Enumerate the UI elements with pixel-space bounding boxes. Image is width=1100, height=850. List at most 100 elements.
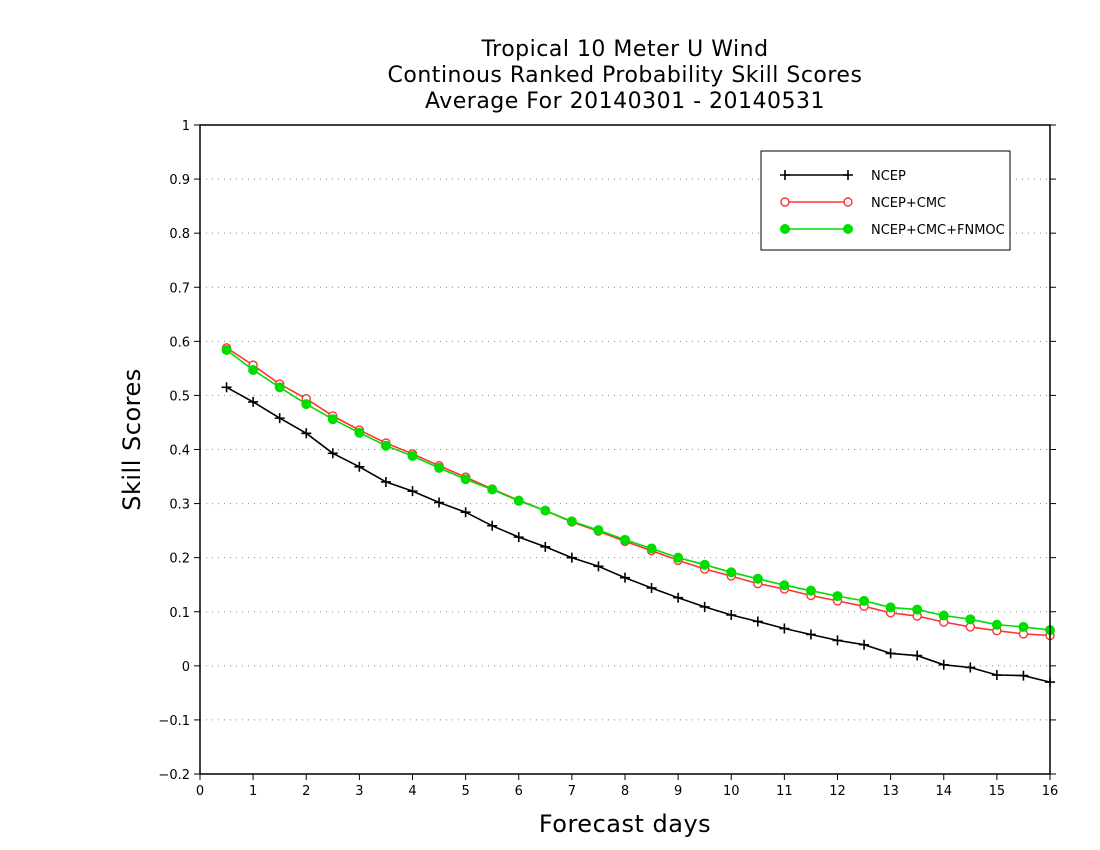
series-line-ncep-cmc-fnmoc — [226, 349, 1051, 631]
y-tick-label: 0.5 — [169, 389, 190, 404]
y-tick-label: 0.4 — [169, 444, 190, 459]
y-tick-label: −0.1 — [158, 714, 190, 729]
data-point-ncep — [620, 572, 630, 583]
x-tick-label: 10 — [723, 784, 740, 799]
data-point-ncep — [673, 592, 684, 603]
data-point-ncep-cmc-fnmoc — [513, 495, 524, 506]
legend-marker — [780, 224, 790, 234]
y-tick-label: 0.1 — [169, 606, 190, 621]
data-point-ncep — [248, 396, 259, 407]
data-point-ncep — [327, 448, 338, 459]
data-point-ncep — [460, 507, 471, 518]
legend-box — [760, 150, 1011, 251]
legend-entry-ncep-cmc-fnmoc: NCEP+CMC+FNMOC — [780, 223, 1005, 238]
data-point-ncep — [354, 461, 365, 472]
data-point-ncep-cmc-fnmoc — [540, 505, 551, 516]
x-tick-label: 12 — [829, 784, 846, 799]
data-point-ncep — [965, 662, 976, 673]
y-tick-label: 0.6 — [169, 335, 190, 350]
data-point-ncep — [487, 520, 498, 531]
data-point-ncep-cmc-fnmoc — [779, 580, 790, 591]
data-point-ncep — [513, 532, 524, 543]
x-tick-label: 8 — [621, 784, 629, 799]
data-point-ncep — [380, 476, 391, 487]
y-tick-label: 0.9 — [169, 173, 190, 188]
data-point-ncep — [859, 639, 870, 650]
data-point-ncep-cmc-fnmoc — [965, 614, 976, 625]
legend-marker — [843, 197, 853, 207]
legend-marker — [780, 197, 790, 207]
x-tick-label: 6 — [515, 784, 523, 799]
data-point-ncep-cmc-fnmoc — [354, 427, 365, 438]
chart-title-line-1: Tropical 10 Meter U Wind — [481, 37, 769, 62]
x-tick-label: 16 — [1042, 784, 1059, 799]
data-point-ncep-cmc-fnmoc — [805, 585, 816, 596]
legend-label-ncep: NCEP — [871, 169, 906, 184]
y-tick-label: 0 — [182, 660, 190, 675]
x-tick-label: 5 — [461, 784, 469, 799]
data-point-ncep-cmc-fnmoc — [274, 382, 285, 393]
legend: NCEP NCEP+CMC NCEP+CMC+FNMOC — [760, 150, 1011, 251]
data-point-ncep — [434, 497, 445, 508]
data-point-ncep — [274, 413, 285, 424]
data-point-ncep-cmc-fnmoc — [1018, 621, 1029, 632]
data-point-ncep-cmc-fnmoc — [726, 567, 737, 578]
data-point-ncep — [540, 541, 551, 552]
y-tick-label: 0.2 — [169, 552, 190, 567]
data-point-ncep-cmc-fnmoc — [885, 602, 896, 613]
x-tick-label: 15 — [989, 784, 1006, 799]
x-tick-label: 2 — [302, 784, 310, 799]
x-tick-label: 11 — [776, 784, 793, 799]
data-point-ncep-cmc-fnmoc — [460, 474, 471, 485]
series-ncep-cmc — [221, 343, 1055, 641]
y-tick-label: −0.2 — [158, 768, 190, 783]
legend-marker — [780, 170, 790, 180]
x-tick-label: 3 — [355, 784, 363, 799]
data-point-ncep-cmc-fnmoc — [301, 399, 312, 410]
x-tick-label: 14 — [935, 784, 952, 799]
data-point-ncep-cmc-fnmoc — [859, 595, 870, 606]
data-point-ncep — [726, 609, 737, 620]
data-point-ncep — [991, 670, 1002, 681]
data-point-ncep-cmc-fnmoc — [487, 484, 498, 495]
data-point-ncep-cmc-fnmoc — [593, 525, 604, 536]
data-point-ncep — [566, 552, 577, 563]
y-tick-label: 0.7 — [169, 281, 190, 296]
data-point-ncep-cmc-fnmoc — [620, 534, 630, 545]
x-tick-label: 13 — [882, 784, 899, 799]
data-point-ncep-cmc-fnmoc — [938, 610, 949, 621]
data-point-ncep — [832, 635, 843, 646]
data-point-ncep — [779, 623, 790, 634]
data-point-ncep — [646, 582, 657, 593]
data-point-ncep-cmc-fnmoc — [248, 364, 259, 375]
series-line-ncep-cmc — [226, 347, 1051, 637]
data-point-ncep-cmc-fnmoc — [327, 414, 338, 425]
legend-entry-ncep: NCEP — [780, 169, 906, 184]
data-point-ncep-cmc-fnmoc — [832, 591, 843, 602]
data-point-ncep-cmc-fnmoc — [566, 516, 577, 527]
x-tick-label: 4 — [408, 784, 416, 799]
legend-entry-ncep-cmc: NCEP+CMC — [780, 196, 946, 211]
data-point-ncep-cmc-fnmoc — [912, 604, 923, 615]
series-ncep-cmc-fnmoc — [221, 344, 1055, 636]
data-point-ncep — [221, 382, 232, 393]
data-point-ncep — [912, 650, 923, 661]
data-point-ncep-cmc-fnmoc — [699, 559, 710, 570]
data-point-ncep — [1018, 670, 1029, 681]
data-point-ncep-cmc-fnmoc — [380, 440, 391, 451]
x-tick-label: 7 — [568, 784, 576, 799]
chart-title-line-2: Continous Ranked Probability Skill Score… — [387, 63, 863, 88]
legend-marker — [843, 170, 853, 180]
data-point-ncep — [301, 428, 312, 439]
data-point-ncep — [752, 616, 763, 627]
data-point-ncep — [938, 659, 949, 670]
data-point-ncep-cmc-fnmoc — [407, 450, 418, 461]
data-point-ncep-cmc-fnmoc — [673, 552, 684, 563]
data-point-ncep — [699, 601, 710, 612]
legend-marker — [843, 224, 853, 234]
y-tick-label: 1 — [182, 119, 190, 134]
x-tick-label: 0 — [196, 784, 204, 799]
x-tick-label: 1 — [249, 784, 257, 799]
chart-title-line-3: Average For 20140301 - 20140531 — [424, 89, 826, 114]
